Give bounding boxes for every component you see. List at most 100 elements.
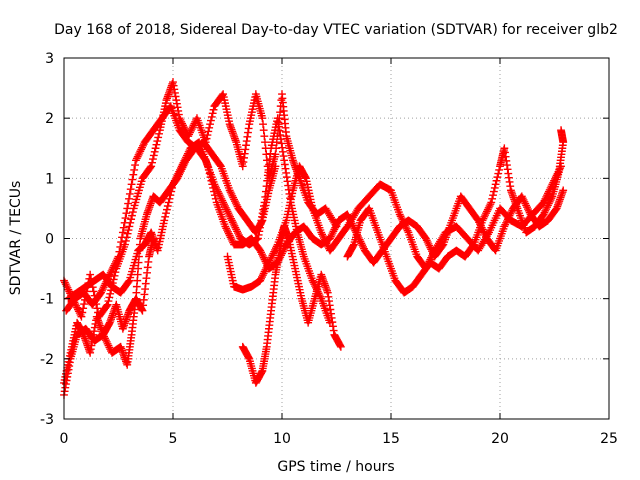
- y-tick-label: 2: [45, 111, 54, 127]
- data-point: [115, 247, 124, 256]
- data-point: [116, 243, 125, 251]
- data-point: [491, 180, 500, 189]
- data-point: [121, 240, 129, 249]
- data-point: [79, 304, 88, 313]
- data-point: [120, 218, 129, 227]
- data-point: [129, 170, 138, 179]
- data-point: [127, 270, 136, 279]
- data-point: [122, 209, 131, 218]
- data-point: [206, 120, 214, 129]
- data-point: [131, 198, 140, 207]
- data-point: [134, 189, 143, 198]
- data-point: [559, 186, 568, 195]
- data-point: [103, 300, 112, 309]
- data-point: [86, 270, 95, 279]
- data-point: [202, 134, 211, 143]
- data-point: [89, 287, 98, 296]
- series-track-e: [238, 222, 345, 387]
- data-point: [122, 237, 130, 245]
- data-point: [209, 184, 218, 192]
- data-point: [135, 183, 144, 192]
- data-point: [133, 192, 142, 201]
- data-point: [125, 190, 134, 198]
- series-track-g: [64, 138, 568, 303]
- x-axis-label: GPS time / hours: [277, 459, 394, 475]
- data-point: [209, 105, 218, 114]
- x-tick-label: 15: [382, 431, 400, 447]
- data-point: [132, 252, 141, 261]
- data-point: [128, 264, 137, 273]
- data-point: [106, 289, 115, 298]
- data-point: [80, 300, 88, 308]
- x-tick-label: 5: [169, 431, 178, 447]
- data-point: [155, 129, 163, 138]
- data-point: [123, 204, 132, 213]
- x-tick-label: 20: [491, 431, 509, 447]
- x-tick-label: 25: [600, 431, 618, 447]
- data-point: [135, 186, 143, 195]
- data-point: [129, 204, 138, 213]
- data-point: [153, 137, 162, 145]
- data-point: [77, 312, 86, 321]
- data-point: [168, 184, 177, 192]
- data-point: [165, 194, 174, 203]
- data-point: [125, 222, 134, 231]
- data-point: [493, 173, 502, 182]
- data-point: [125, 194, 133, 203]
- data-point: [78, 308, 87, 317]
- data-point: [128, 208, 137, 216]
- data-point: [207, 176, 216, 185]
- data-point: [207, 113, 216, 121]
- data-point: [149, 151, 158, 160]
- data-point: [149, 155, 157, 163]
- data-point: [137, 177, 146, 186]
- data-point: [124, 277, 133, 286]
- data-point: [126, 273, 135, 282]
- data-point: [93, 304, 102, 313]
- data-point: [163, 202, 172, 210]
- data-point: [130, 166, 139, 174]
- data-point: [127, 215, 136, 224]
- data-point: [124, 226, 133, 234]
- data-point: [487, 198, 496, 207]
- data-point: [488, 194, 497, 203]
- data-point: [203, 131, 212, 139]
- data-point: [148, 158, 156, 167]
- data-point: [205, 123, 214, 132]
- data-point: [130, 201, 139, 210]
- data-point: [105, 293, 114, 302]
- data-point: [489, 191, 497, 200]
- y-tick-label: 0: [45, 232, 54, 248]
- data-point: [211, 194, 220, 203]
- data-point: [118, 233, 126, 242]
- data-point: [495, 166, 504, 174]
- data-point: [164, 198, 173, 207]
- series-track-h: [60, 234, 158, 387]
- y-tick-label: -1: [40, 292, 54, 308]
- data-point: [557, 126, 565, 135]
- y-tick-label: -2: [40, 352, 54, 368]
- data-point: [208, 109, 217, 118]
- data-point: [203, 162, 212, 171]
- data-point: [131, 255, 140, 264]
- data-point: [154, 133, 163, 142]
- data-point: [150, 147, 159, 156]
- data-point: [119, 223, 128, 232]
- data-point: [125, 276, 134, 285]
- data-point: [336, 342, 345, 351]
- data-point: [494, 169, 503, 178]
- data-point: [126, 185, 135, 194]
- data-point: [104, 297, 113, 305]
- data-point: [128, 211, 136, 220]
- data-point: [123, 229, 132, 238]
- y-tick-label: 1: [45, 171, 54, 187]
- data-point: [206, 173, 215, 182]
- data-point: [124, 199, 132, 208]
- x-tick-label: 0: [60, 431, 69, 447]
- data-point: [147, 162, 156, 171]
- data-point: [114, 252, 123, 261]
- data-point: [204, 166, 213, 174]
- data-point: [208, 180, 217, 189]
- data-point: [492, 176, 501, 185]
